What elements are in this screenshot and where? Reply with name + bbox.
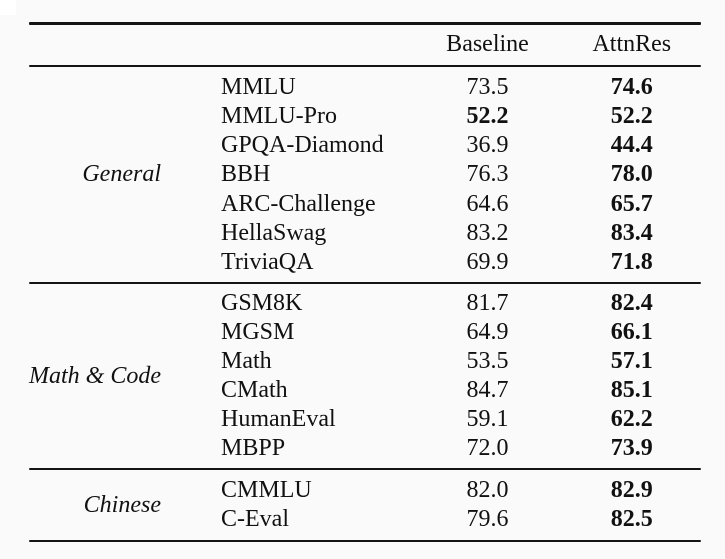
benchmark-name: Math [221, 348, 272, 374]
attnres-value: 62.2 [610, 406, 653, 433]
category-label-chinese: Chinese [83, 491, 161, 518]
bottomrule [28, 539, 702, 543]
attnres-value: 66.1 [610, 318, 653, 345]
baseline-value: 84.7 [466, 377, 509, 404]
attnres-value: 82.5 [610, 506, 653, 533]
attnres-value: 78.0 [610, 161, 653, 188]
benchmark-name: MGSM [221, 318, 295, 345]
benchmark-name: BBH [221, 161, 271, 188]
baseline-value: 76.3 [466, 161, 509, 188]
attnres-value: 85.1 [610, 377, 653, 404]
attnres-value: 82.4 [610, 289, 653, 316]
benchmark-name: TriviaQA [221, 249, 314, 275]
attnres-value: 65.7 [610, 190, 653, 217]
benchmark-name: GPQA-Diamond [221, 132, 384, 159]
baseline-value: 64.6 [466, 190, 509, 217]
benchmark-name: CMath [221, 377, 288, 404]
attnres-value: 83.4 [610, 219, 653, 246]
baseline-value: 81.7 [466, 289, 509, 316]
baseline-value: 64.9 [466, 318, 509, 345]
baseline-value: 52.2 [466, 103, 509, 129]
benchmark-name: ARC-Challenge [221, 190, 376, 217]
column-header-baseline: Baseline [446, 30, 529, 57]
midrule-math-chinese [28, 467, 702, 470]
attnres-value: 74.6 [610, 73, 653, 100]
attnres-value: 71.8 [610, 249, 653, 275]
benchmark-name: CMMLU [221, 476, 312, 503]
header-midrule [28, 65, 702, 68]
baseline-value: 83.2 [466, 219, 509, 246]
attnres-value: 73.9 [610, 435, 653, 462]
benchmark-name: MMLU [221, 73, 296, 100]
baseline-value: 82.0 [466, 476, 509, 503]
baseline-value: 59.1 [466, 406, 509, 433]
toprule [28, 21, 702, 25]
category-label-general: General [82, 161, 161, 188]
benchmark-name: MMLU-Pro [221, 103, 338, 129]
column-header-attnres: AttnRes [592, 30, 672, 57]
baseline-value: 53.5 [466, 348, 509, 374]
benchmark-name: HellaSwag [221, 219, 327, 246]
attnres-value: 52.2 [610, 103, 653, 129]
corner-highlight-artifact [0, 0, 16, 15]
baseline-value: 72.0 [466, 435, 509, 462]
benchmark-name: C-Eval [221, 506, 289, 533]
midrule-general-math [28, 281, 702, 284]
benchmark-name: MBPP [221, 435, 286, 462]
baseline-value: 79.6 [466, 506, 509, 533]
category-label-math-code: Math & Code [29, 362, 161, 389]
attnres-value: 82.9 [610, 476, 653, 503]
attnres-value: 57.1 [610, 348, 653, 374]
attnres-value: 44.4 [610, 132, 653, 159]
baseline-value: 36.9 [466, 132, 509, 159]
benchmark-name: GSM8K [221, 289, 303, 316]
baseline-value: 73.5 [466, 73, 509, 100]
baseline-value: 69.9 [466, 249, 509, 275]
benchmark-name: HumanEval [221, 406, 336, 433]
